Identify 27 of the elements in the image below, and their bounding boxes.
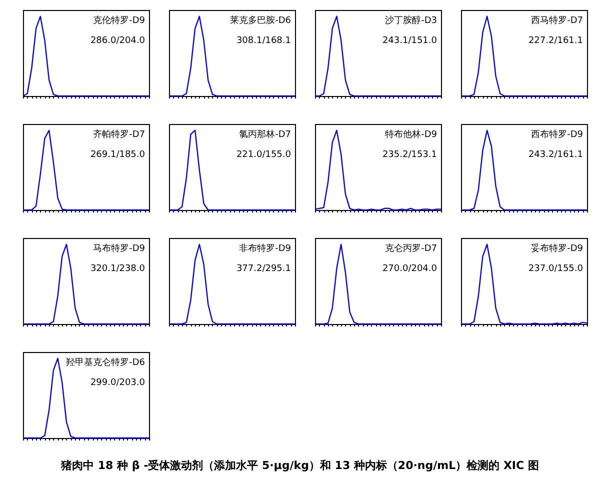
- text: 320.1/238.0: [90, 264, 146, 274]
- text: 243.2/161.1: [528, 150, 583, 160]
- text: 221.0/155.0: [236, 150, 292, 160]
- text: 猪肉中 18 种 β -受体激动剂（添加水平 5·μg/kg）和 13 种内标（20·ng/mL）检测的 XIC 图: [60, 458, 540, 473]
- text: 377.2/295.1: [236, 264, 291, 274]
- chart-title: 羟甲基克仑特罗-D6: [66, 357, 146, 368]
- chart-title: 妥布特罗-D9: [531, 243, 584, 254]
- chart-title: 西布特罗-D9: [531, 129, 584, 140]
- chart-title: 沙丁胺醇-D3: [385, 15, 437, 26]
- text: 243.1/151.0: [382, 36, 438, 46]
- text: 270.0/204.0: [382, 264, 438, 274]
- text: 308.1/168.1: [236, 36, 291, 46]
- chart-title: 氯丙那林-D7: [239, 129, 291, 140]
- chart-title: 马布特罗-D9: [93, 243, 146, 254]
- chart-title: 特布他林-D9: [385, 129, 438, 140]
- text: 286.0/204.0: [90, 36, 146, 46]
- text: 269.1/185.0: [90, 150, 146, 160]
- text: 237.0/155.0: [528, 264, 584, 274]
- chart-title: 莱克多巴胺-D6: [230, 15, 292, 26]
- text: 235.2/153.1: [382, 150, 437, 160]
- chart-title: 齐帕特罗-D7: [93, 129, 145, 140]
- text: 299.0/203.0: [90, 378, 146, 388]
- text: 227.2/161.1: [528, 36, 583, 46]
- chart-title: 非布特罗-D9: [239, 243, 292, 254]
- chart-title: 克仑丙罗-D7: [385, 243, 437, 254]
- chart-title: 西马特罗-D7: [531, 15, 583, 26]
- chart-title: 克伦特罗-D9: [93, 15, 146, 26]
